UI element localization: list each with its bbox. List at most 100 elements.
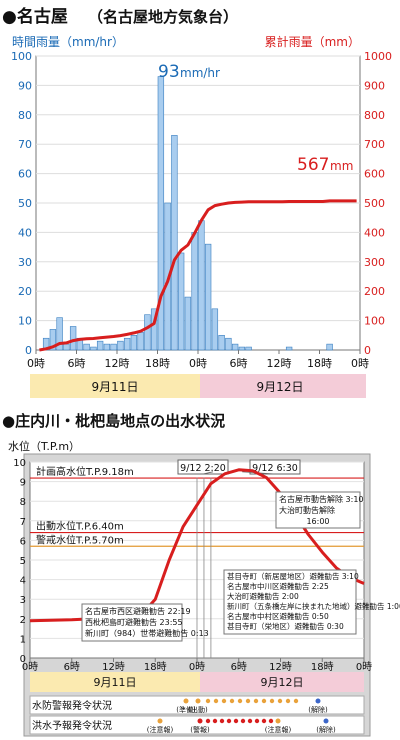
- chart2-notices-right-box: [223, 569, 357, 635]
- status-row-1-dot: [213, 698, 219, 704]
- chart2-y-tick-label: 10: [13, 458, 26, 469]
- chart2-callouts: 9/12 2:20 9/12 6:30: [177, 459, 301, 658]
- chart2-y-tick-label: 4: [20, 576, 26, 587]
- status-row-2-dot: [323, 718, 329, 724]
- chart1-x-tick-label: 0時: [27, 357, 45, 370]
- status-row-2-dot: [247, 718, 253, 724]
- chart2-y-tick-label: 9: [20, 478, 26, 489]
- chart2-y-tick-label: 8: [20, 497, 26, 508]
- chart2-notices-top-box: [275, 491, 361, 529]
- chart1-right-tick-label: 1000: [364, 50, 392, 63]
- chart1-left-tick-label: 10: [18, 315, 32, 328]
- chart2-notice-top: 16:00: [306, 517, 329, 526]
- chart2-x-tick-label: 0時: [356, 661, 372, 673]
- status-row-2-mark: (注意報): [147, 725, 174, 734]
- chart1-bar: [130, 334, 138, 351]
- chart2-notice-right: 甚目寺町（新居屋地区）避難勧告 3:10: [227, 571, 359, 581]
- chart1-bar: [191, 232, 198, 351]
- status-row-1-dot: [205, 698, 211, 704]
- status-row-2-mark: (警報): [190, 725, 210, 734]
- chart1-left-tick-label: 20: [18, 285, 32, 298]
- chart2-notice-top: 大治町動告解除: [279, 505, 335, 515]
- chart1-bar: [117, 340, 124, 351]
- status-row-1-dot: [269, 698, 275, 704]
- chart1-right-tick-label: 200: [364, 285, 385, 298]
- status-row-1-dot: [245, 698, 251, 704]
- chart1-left-tick-label: 70: [18, 138, 32, 151]
- chart1-grid: [36, 55, 360, 322]
- status-row-2-dot: [275, 718, 281, 724]
- chart2-y-ticks: 0 1 2 3 4 5 6 7 8 9 10: [13, 458, 26, 665]
- chart1-left-tick-label: 0: [25, 344, 32, 357]
- chart2-callout-label: 9/12 2:20: [180, 463, 226, 474]
- chart2-day2-band: [200, 672, 364, 692]
- chart2-x-tick-label: 0時: [22, 661, 38, 673]
- chart2-callout-label: 9/12 6:30: [252, 463, 298, 474]
- chart2-x-tick-label: 12時: [269, 661, 292, 673]
- chart2-level-label: 出動水位T.P.6.40m: [36, 520, 124, 533]
- chart1-bar: [245, 346, 252, 351]
- chart2-x-tick-label: 6時: [231, 661, 247, 673]
- status-row-1-mark: (準備): [176, 705, 196, 714]
- chart1-bar: [110, 343, 117, 351]
- chart1-x-ticks: 0時 6時 12時 18時 0時 6時 12時 18時 0時: [27, 350, 369, 370]
- chart1-bar: [103, 343, 111, 351]
- chart1-bar: [150, 308, 158, 351]
- status-row-2-label: 洪水予報発令状況: [32, 719, 112, 732]
- chart1-left-tick-label: 30: [18, 256, 32, 269]
- status-row-2-dot: [268, 718, 274, 724]
- status-row-2-dot: [197, 718, 203, 724]
- status-row-2-dot: [261, 718, 267, 724]
- chart2-status-marks: (準備)(出動) (解除) (注意報) (警報) (注意報) (解除): [147, 698, 336, 734]
- chart1-right-ticks: 0 100 200 300 400 500 600 700 800 900 1000: [364, 50, 392, 357]
- chart2-notice-right: 名古屋市中川区避難勧告 2:25: [227, 581, 329, 591]
- chart2-y-tick-label: 1: [20, 634, 26, 645]
- status-row-1-dot: [315, 698, 321, 704]
- chart1-left-tick-label: 90: [18, 79, 32, 92]
- status-row-1-dot: [253, 698, 259, 704]
- chart2-level-label: 計画高水位T.P.9.18m: [36, 465, 134, 478]
- status-row-1-dot: [221, 698, 227, 704]
- chart1-x-tick-label: 12時: [267, 357, 292, 370]
- chart1-bar: [49, 329, 57, 351]
- chart1-bar: [123, 337, 131, 351]
- status-row-1-dot: [229, 698, 235, 704]
- chart1-bar: [225, 337, 232, 351]
- chart1-bar: [211, 308, 219, 351]
- chart2-x-tick-label: 12時: [102, 661, 125, 673]
- chart1-bar: [171, 135, 178, 351]
- chart1-bar: [144, 314, 151, 351]
- chart1-bar: [198, 220, 205, 351]
- status-row-2-mark: (注意報): [265, 725, 292, 734]
- chart1-title: ●名古屋: [2, 6, 68, 27]
- chart1-peak-unit: mm/hr: [180, 66, 220, 80]
- status-row-2-bar: [29, 715, 365, 735]
- chart1-bar: [137, 332, 144, 351]
- chart1-bar: [218, 334, 225, 351]
- chart1-right-tick-label: 600: [364, 168, 385, 181]
- chart2-notice-right: 大治町避難勧告 2:00: [227, 591, 299, 601]
- status-row-1-dot: [261, 698, 267, 704]
- status-row-2-mark: (解除): [316, 725, 336, 734]
- chart1-bar: [326, 343, 333, 351]
- chart1-x-tick-label: 6時: [68, 357, 86, 370]
- chart2-callout-leader: [202, 471, 214, 475]
- chart2-x-ticks: 0時 6時 12時 18時 0時 6時 12時 18時 0時: [22, 658, 372, 673]
- status-row-1-dot: [277, 698, 283, 704]
- chart1-total-unit: mm: [330, 159, 353, 173]
- chart1-day1-band: [30, 374, 200, 398]
- chart1-left-tick-label: 40: [18, 226, 32, 239]
- chart2-y-tick-label: 3: [20, 595, 26, 606]
- status-row-2-dot: [233, 718, 239, 724]
- chart2-y-tick-label: 7: [20, 517, 26, 528]
- status-row-2-dot: [254, 718, 260, 724]
- chart1-bar: [56, 317, 63, 351]
- chart2-notice-left: 新川町（984）世帯避難勧告 0:13: [85, 628, 209, 638]
- chart1-x-tick-label: 18時: [307, 357, 332, 370]
- chart1-bar: [83, 343, 90, 351]
- chart2-notice-right: 名古屋市中村区避難勧告 0:50: [227, 611, 329, 621]
- chart1-peak-value: 93: [158, 62, 180, 82]
- chart1-bar: [238, 346, 246, 351]
- status-row-2-dot: [205, 718, 211, 724]
